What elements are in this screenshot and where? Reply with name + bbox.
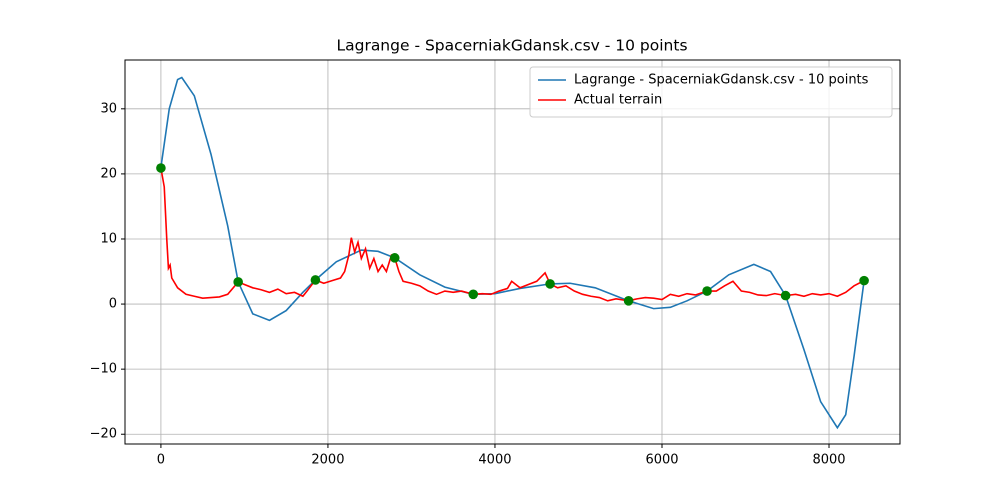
node-point: [468, 289, 479, 300]
node-point: [859, 275, 869, 286]
y-tick-label: 10: [100, 231, 117, 246]
node-point: [233, 277, 243, 287]
x-tick-label: 2000: [311, 453, 344, 468]
axes-frame: [124, 59, 901, 445]
line-series: [160, 76, 865, 430]
x-tick-label: 4000: [478, 453, 511, 468]
x-tick-label: 8000: [812, 453, 845, 468]
y-tick-label: 30: [100, 101, 117, 116]
x-tick-label: 6000: [645, 453, 678, 468]
node-point: [310, 275, 321, 285]
legend-box: [529, 66, 893, 118]
legend-label: Lagrange - SpacerniakGdansk.csv - 10 poi…: [574, 73, 869, 88]
line-series: [160, 167, 865, 302]
x-tick-label: 0: [157, 453, 165, 468]
node-point: [545, 279, 555, 289]
node-point: [156, 163, 166, 173]
y-tick-label: −10: [90, 362, 117, 377]
chart-title: Lagrange - SpacerniakGdansk.csv - 10 poi…: [336, 37, 687, 55]
node-point: [623, 296, 634, 306]
node-point: [780, 290, 791, 301]
legend-label: Actual terrain: [574, 93, 662, 108]
y-tick-label: −20: [90, 427, 117, 442]
y-tick-label: 20: [100, 166, 117, 181]
y-tick-label: 0: [109, 297, 117, 312]
node-point: [389, 253, 400, 263]
node-point: [702, 286, 712, 296]
legend: Lagrange - SpacerniakGdansk.csv - 10 poi…: [529, 66, 893, 118]
